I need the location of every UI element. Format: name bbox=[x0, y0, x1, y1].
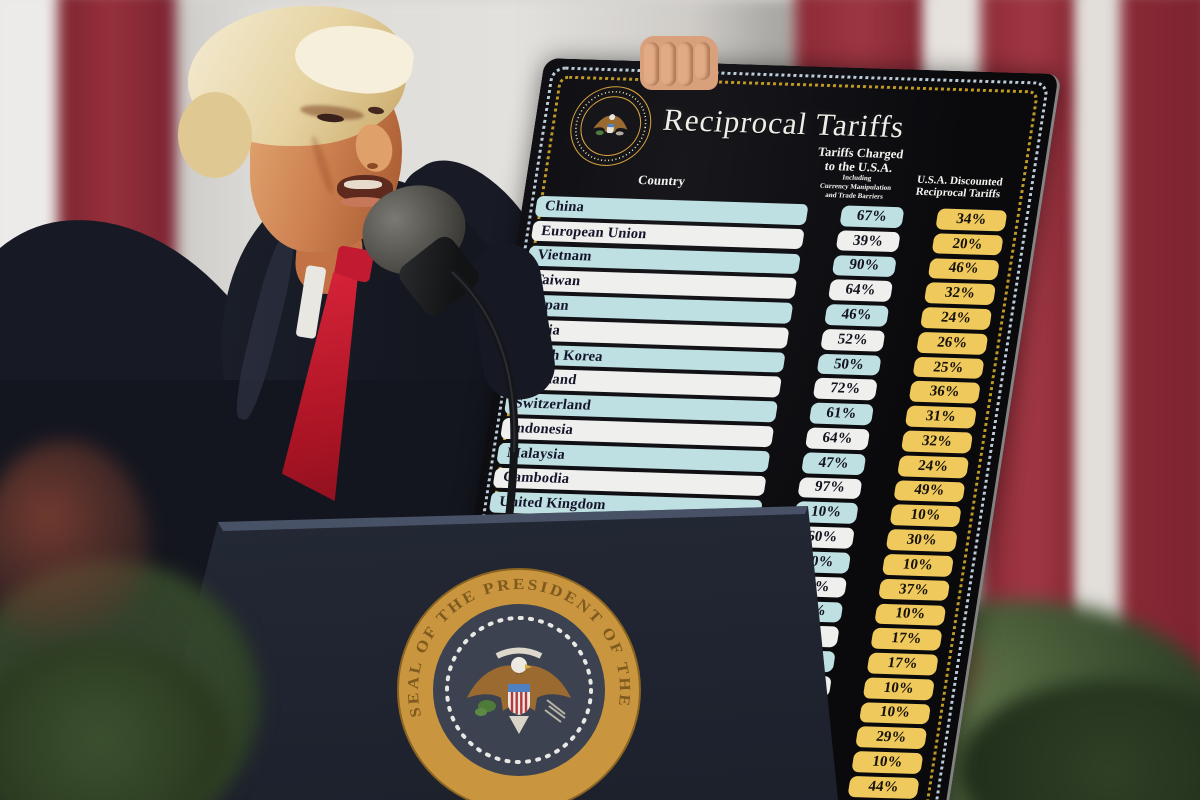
row-country: Indonesia bbox=[500, 417, 775, 448]
charged-header-line2: to the U.S.A. bbox=[823, 158, 894, 175]
nostril-shadow bbox=[367, 163, 378, 169]
row-country: European Union bbox=[530, 220, 805, 250]
column-header-discounted: U.S.A. Discounted Reciprocal Tariffs bbox=[893, 173, 1025, 202]
row-country: Malaysia bbox=[496, 442, 771, 472]
hair-back-tuft bbox=[178, 92, 252, 178]
row-tariff-charged: 64% bbox=[827, 279, 893, 302]
row-country: Vietnam bbox=[526, 245, 801, 275]
row-discounted-tariff: 30% bbox=[885, 529, 958, 552]
finger bbox=[695, 42, 710, 80]
row-tariff-charged: 67% bbox=[839, 205, 905, 228]
row-tariff-charged: 52% bbox=[820, 328, 886, 352]
row-discounted-tariff: 10% bbox=[889, 504, 962, 528]
row-country: India bbox=[515, 319, 790, 349]
row-tariff-charged: 47% bbox=[801, 452, 867, 475]
row-discounted-tariff: 24% bbox=[919, 307, 993, 330]
row-tariff-charged: 90% bbox=[831, 254, 897, 278]
row-discounted-tariff: 25% bbox=[912, 356, 985, 380]
row-discounted-tariff: 36% bbox=[908, 381, 981, 404]
row-tariff-charged: 50% bbox=[816, 353, 882, 376]
row-discounted-tariff: 44% bbox=[847, 775, 920, 799]
discounted-header-line2: Reciprocal Tariffs bbox=[914, 186, 1002, 201]
row-discounted-tariff: 31% bbox=[904, 405, 977, 429]
row-discounted-tariff: 24% bbox=[896, 455, 970, 478]
hand-holding-board bbox=[640, 36, 718, 90]
row-discounted-tariff: 10% bbox=[881, 553, 955, 577]
row-country: Switzerland bbox=[503, 393, 779, 423]
row-country: Taiwan bbox=[523, 269, 798, 299]
row-tariff-charged: 61% bbox=[808, 402, 874, 426]
row-discounted-tariff: 20% bbox=[931, 233, 1004, 256]
presidential-seal-podium: SEAL OF THE PRESIDENT OF THE UNITED STAT… bbox=[395, 566, 643, 800]
row-country: Cambodia bbox=[492, 467, 767, 497]
seal-eagle-icon bbox=[467, 647, 571, 734]
row-discounted-tariff: 32% bbox=[923, 282, 997, 306]
row-discounted-tariff: 10% bbox=[851, 751, 924, 775]
row-discounted-tariff: 10% bbox=[873, 603, 947, 626]
row-discounted-tariff: 10% bbox=[858, 701, 932, 725]
row-tariff-charged: 64% bbox=[805, 427, 870, 451]
finger bbox=[678, 42, 693, 86]
row-country: Japan bbox=[519, 294, 794, 324]
finger bbox=[644, 42, 659, 86]
row-discounted-tariff: 32% bbox=[900, 430, 974, 454]
bush-left-red-flowers bbox=[0, 440, 150, 660]
row-discounted-tariff: 46% bbox=[927, 257, 1000, 281]
row-tariff-charged: 46% bbox=[824, 304, 890, 327]
presidential-seal-board-icon bbox=[570, 86, 652, 166]
row-discounted-tariff: 37% bbox=[877, 578, 951, 602]
row-tariff-charged: 39% bbox=[835, 230, 901, 253]
row-discounted-tariff: 17% bbox=[866, 652, 939, 676]
row-discounted-tariff: 49% bbox=[893, 479, 966, 503]
teeth bbox=[344, 180, 382, 189]
row-discounted-tariff: 29% bbox=[854, 726, 928, 750]
finger bbox=[661, 42, 676, 86]
row-discounted-tariff: 34% bbox=[935, 208, 1008, 232]
row-discounted-tariff: 26% bbox=[915, 331, 989, 355]
row-tariff-charged: 97% bbox=[797, 476, 863, 500]
reciprocal-tariffs-board: Reciprocal Tariffs Country Tariffs Charg… bbox=[406, 58, 1062, 800]
row-discounted-tariff: 10% bbox=[862, 677, 935, 700]
row-discounted-tariff: 17% bbox=[870, 627, 943, 651]
lower-lip bbox=[340, 197, 386, 207]
row-tariff-charged: 72% bbox=[812, 378, 878, 401]
